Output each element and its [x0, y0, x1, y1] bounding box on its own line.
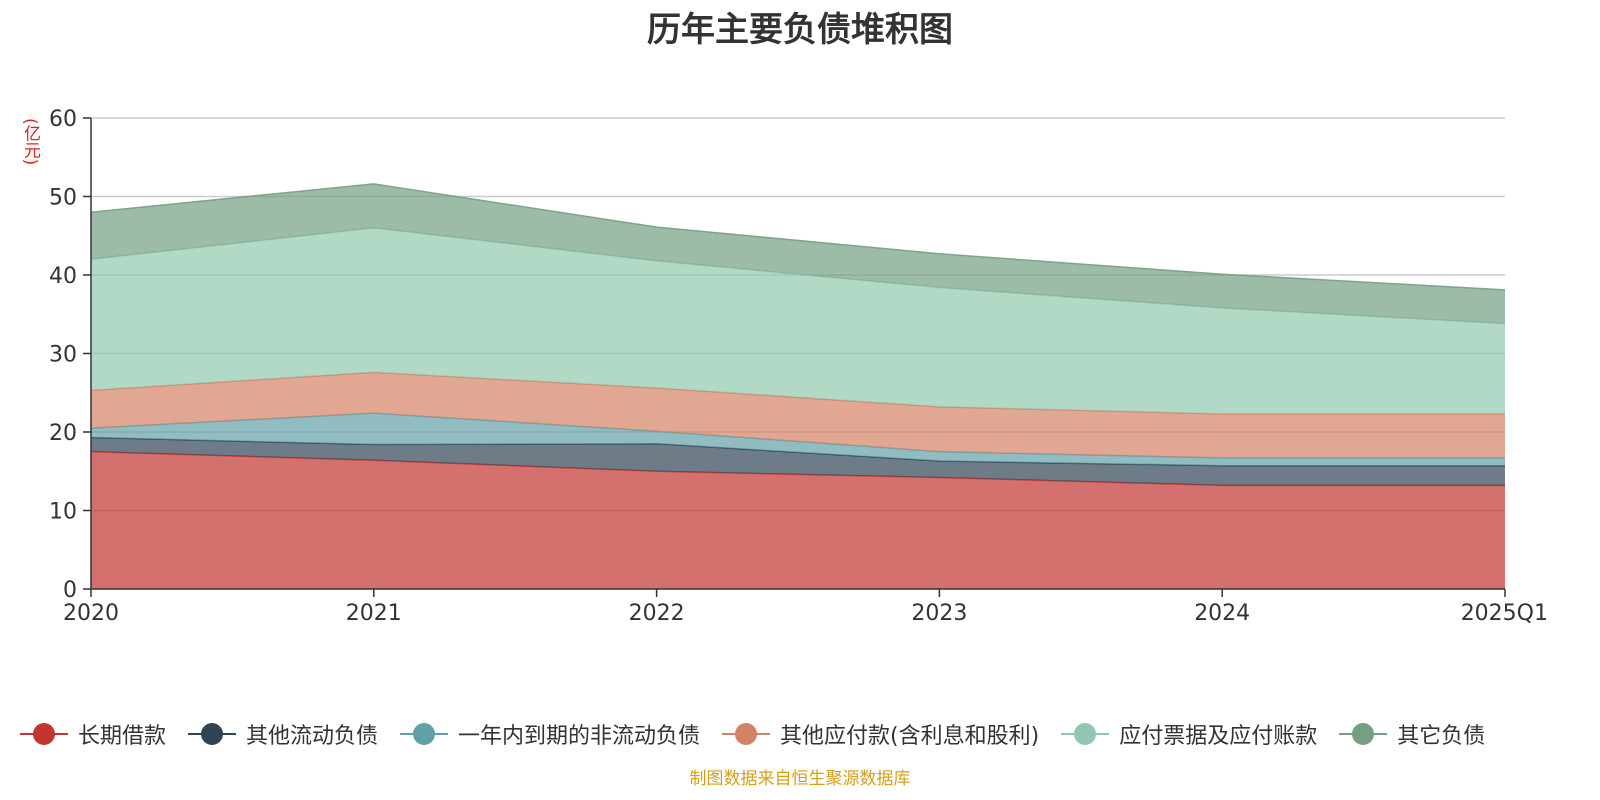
y-tick-label: 60 [49, 107, 77, 132]
legend: 长期借款 其他流动负债 一年内到期的非流动负债 其他应付款(含利息和股利) 应付票据及应… [20, 718, 1600, 750]
legend-label: 一年内到期的非流动负债 [458, 724, 701, 749]
legend-marker-icon [400, 722, 449, 746]
legend-item[interactable]: 其它负债 [1339, 718, 1485, 750]
legend-marker-icon [20, 722, 68, 746]
y-tick-label: 50 [49, 186, 77, 211]
legend-label: 长期借款 [78, 724, 167, 749]
legend-item[interactable]: 长期借款 [20, 718, 166, 750]
y-tick-label: 30 [49, 343, 77, 368]
stacked-area-chart: 0 10 20 30 40 50 60 2020 2021 2022 2023 2024 2025Q1 [49, 107, 1548, 626]
legend-label: 其它负债 [1397, 724, 1486, 749]
legend-item[interactable]: 其他流动负债 [188, 718, 378, 750]
y-tick-label: 40 [49, 264, 77, 289]
y-tick-label: 0 [63, 578, 77, 603]
legend-item[interactable]: 其他应付款(含利息和股利) [722, 718, 1039, 750]
legend-marker-icon [722, 722, 771, 746]
x-tick-label: 2021 [346, 601, 402, 626]
legend-label: 其他流动负债 [246, 724, 379, 749]
line-其它负债 [90, 183, 1506, 291]
legend-marker-icon [1061, 722, 1110, 746]
area-其他应付款(含利息和股利) [91, 372, 1505, 458]
y-tick-label: 20 [49, 421, 77, 446]
chart-title: 历年主要负债堆积图 [647, 10, 953, 50]
legend-item[interactable]: 一年内到期的非流动负债 [400, 718, 700, 750]
x-tick-label: 2023 [911, 601, 967, 626]
area-一年内到期的非流动负债 [91, 413, 1505, 466]
x-tick-label: 2020 [63, 601, 119, 626]
legend-item[interactable]: 应付票据及应付账款 [1061, 718, 1317, 750]
x-tick-label: 2024 [1194, 601, 1250, 626]
area-series [90, 183, 1506, 589]
x-tick-label: 2025Q1 [1461, 601, 1548, 626]
legend-label: 应付票据及应付账款 [1119, 724, 1318, 749]
x-tick-label: 2022 [629, 601, 685, 626]
area-其他流动负债 [91, 437, 1505, 486]
y-axis-unit-label: (亿元) [20, 118, 40, 166]
legend-label: 其他应付款(含利息和股利) [780, 724, 1040, 749]
y-tick-label: 10 [49, 500, 77, 525]
area-长期借款 [91, 451, 1505, 589]
axes: 0 10 20 30 40 50 60 2020 2021 2022 2023 2024 2025Q1 [49, 107, 1548, 626]
legend-marker-icon [1339, 722, 1388, 746]
data-source-footer: 制图数据来自恒生聚源数据库 [689, 769, 911, 789]
area-应付票据及应付账款 [91, 227, 1505, 414]
legend-marker-icon [188, 722, 237, 746]
area-其它负债 [91, 183, 1505, 324]
